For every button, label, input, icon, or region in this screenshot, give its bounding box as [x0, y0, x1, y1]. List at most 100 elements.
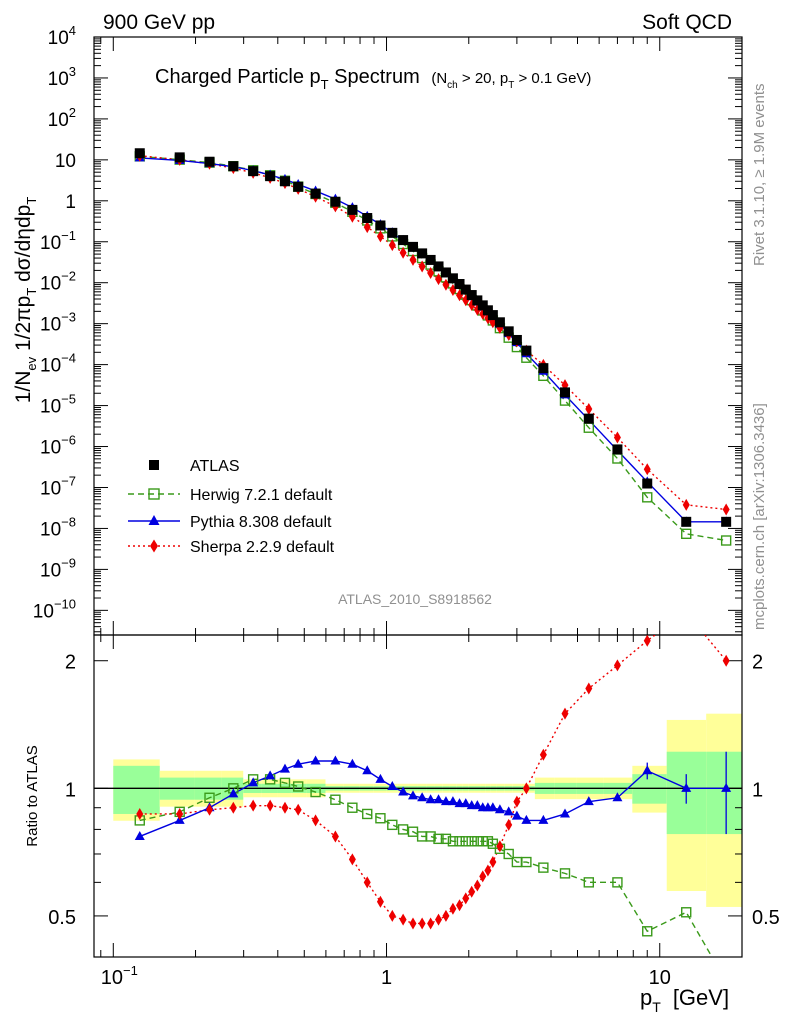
herwig-ratio-point	[330, 794, 341, 805]
atlas-point	[477, 300, 488, 311]
sherpa-ratio-point	[442, 909, 450, 922]
pythia-ratio-point	[265, 770, 276, 780]
pythia-ratio-point	[460, 798, 471, 808]
header-right: Soft QCD	[642, 11, 732, 34]
y-tick-label: 10−4	[40, 351, 76, 377]
pythia-ratio-point	[387, 780, 398, 790]
atlas-point	[310, 188, 321, 199]
x-tick-label: 1	[381, 967, 392, 989]
pythia-ratio-point	[417, 792, 428, 802]
legend-label-herwig: Herwig 7.2.1 default	[190, 487, 333, 504]
sherpa-ratio-point	[331, 830, 339, 843]
sherpa-ratio-point	[388, 909, 396, 922]
y-tick-label: 10−7	[40, 473, 76, 499]
pythia-ratio-point	[228, 788, 239, 798]
atlas-point	[521, 345, 532, 356]
ratio-tick-label-right: 2	[752, 652, 763, 674]
pythia-ratio-point	[279, 763, 290, 773]
sherpa-ratio-point	[484, 864, 492, 877]
pythia-ratio-point	[503, 806, 514, 816]
atlas-point	[612, 444, 623, 455]
ratio-y-axis-label: Ratio to ATLAS	[24, 745, 41, 846]
y-tick-label: 10−1	[40, 228, 76, 254]
analysis-tag: ATLAS_2010_S8918562	[338, 591, 492, 607]
herwig-ratio-point	[310, 786, 321, 798]
y-tick-label: 10−5	[40, 392, 76, 418]
herwig-ratio-point	[362, 808, 373, 820]
sherpa-ratio-point	[229, 801, 237, 814]
y-tick-label: 104	[48, 23, 76, 49]
sherpa-ratio-point	[479, 870, 487, 883]
sherpa-point	[399, 246, 407, 259]
y-tick-label: 10−8	[40, 514, 76, 540]
atlas-point	[494, 317, 505, 328]
sherpa-ratio-point	[722, 654, 730, 667]
band-inner	[706, 751, 742, 835]
ratio-uncertainty-band	[94, 713, 742, 907]
sherpa-ratio-point	[489, 856, 497, 869]
sherpa-ratio-point	[496, 840, 504, 853]
plot-title: Charged Particle pT Spectrum (Nch > 20, …	[155, 66, 591, 92]
sherpa-ratio-point	[363, 876, 371, 889]
pythia-ratio-point	[134, 830, 145, 840]
atlas-point	[398, 235, 409, 246]
herwig-ratio-line	[139, 778, 713, 957]
atlas-point	[387, 227, 398, 238]
atlas-point	[174, 152, 185, 163]
sherpa-point	[722, 503, 730, 516]
pythia-ratio-point	[538, 814, 549, 824]
pythia-ratio-point	[494, 804, 505, 814]
sherpa-ratio-point	[522, 782, 530, 795]
x-axis-label: pT [GeV]	[640, 985, 729, 1015]
sherpa-ratio-point	[643, 635, 651, 647]
atlas-point	[375, 220, 386, 231]
pythia-ratio-point	[433, 794, 444, 804]
atlas-point	[293, 181, 304, 192]
herwig-ratio-point	[440, 833, 452, 845]
y-axis-label: 1/Nev 1/2πpT dσ/dηdpT	[12, 197, 39, 404]
legend-label-atlas: ATLAS	[190, 458, 240, 475]
herwig-ratio-point	[397, 824, 409, 835]
atlas-point	[681, 516, 692, 527]
ratio-series	[134, 606, 732, 957]
atlas-point	[228, 161, 239, 172]
sherpa-point	[418, 260, 426, 273]
sherpa-ratio-point	[348, 853, 356, 866]
sherpa-ratio-point	[281, 801, 289, 814]
legend-marker-atlas	[149, 460, 159, 470]
sherpa-ratio-point	[585, 682, 593, 695]
atlas-point	[433, 261, 444, 272]
pythia-ratio-point	[310, 755, 321, 765]
sherpa-ratio-point	[683, 606, 690, 618]
pythia-ratio-point	[330, 755, 341, 765]
atlas-point	[487, 310, 498, 321]
sherpa-ratio-point	[312, 814, 320, 827]
atlas-point	[511, 334, 522, 345]
pythia-ratio-point	[559, 808, 570, 818]
axes: 10−1 1 1010410310210110−110−210−310−410−51…	[33, 23, 780, 989]
atlas-point	[559, 387, 570, 398]
header-left: 900 GeV pp	[103, 11, 215, 34]
sherpa-point	[613, 431, 621, 444]
sherpa-ratio-line	[139, 635, 727, 925]
sherpa-ratio-point	[613, 659, 621, 672]
herwig-ratio-point	[375, 813, 386, 824]
pythia-ratio-point	[511, 810, 522, 820]
y-tick-label: 102	[48, 105, 76, 131]
sherpa-ratio-point	[249, 799, 257, 812]
herwig-ratio-point	[460, 836, 471, 847]
herwig-ratio-point	[521, 856, 532, 868]
y-tick-label: 10−9	[40, 555, 76, 581]
atlas-point	[417, 248, 428, 259]
atlas-point	[347, 204, 358, 215]
herwig-ratio-point	[642, 926, 653, 937]
herwig-ratio-point	[538, 862, 549, 873]
x-tick-label: 10−1	[101, 963, 138, 989]
sherpa-ratio-point	[513, 795, 521, 808]
atlas-point	[425, 254, 436, 265]
pythia-ratio-point	[447, 796, 458, 806]
sherpa-ratio-point	[206, 803, 214, 816]
herwig-ratio-point	[503, 848, 514, 860]
sherpa-line	[139, 155, 727, 511]
pythia-ratio-point	[612, 792, 623, 802]
